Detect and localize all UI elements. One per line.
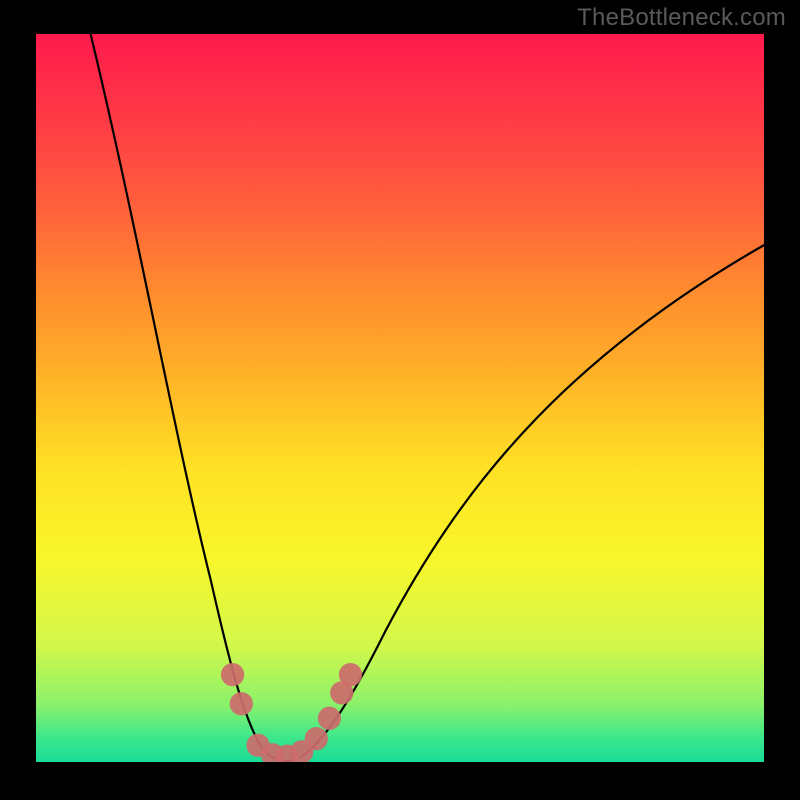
- highlight-dot: [318, 707, 341, 730]
- highlight-dot: [230, 692, 253, 715]
- bottleneck-chart: [0, 0, 800, 800]
- watermark-text: TheBottleneck.com: [577, 4, 786, 32]
- highlight-dot: [305, 727, 328, 750]
- highlight-dot: [221, 663, 244, 686]
- plot-background-gradient: [36, 34, 764, 762]
- highlight-dot: [339, 663, 362, 686]
